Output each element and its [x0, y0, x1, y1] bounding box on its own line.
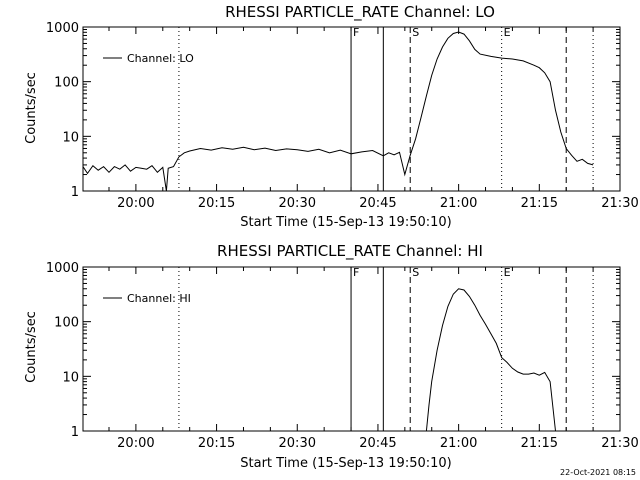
y-tick-label: 1000	[46, 261, 79, 276]
y-axis-label: Counts/sec	[24, 311, 39, 383]
event-marker-label: F	[353, 26, 359, 39]
chart-title: RHESSI PARTICLE_RATE Channel: LO	[225, 3, 495, 22]
y-tick-label: 1000	[46, 21, 79, 36]
x-tick-label: 21:30	[601, 436, 638, 451]
x-tick-label: 20:45	[359, 436, 396, 451]
series-line	[425, 288, 556, 432]
x-tick-label: 20:15	[198, 436, 235, 451]
event-marker-label: S	[412, 266, 419, 279]
y-tick-label: 1	[71, 185, 79, 200]
y-tick-label: 1	[71, 425, 79, 440]
x-tick-label: 20:00	[117, 436, 154, 451]
y-tick-label: 10	[62, 130, 79, 145]
legend: Channel: HI	[103, 292, 191, 305]
y-tick-label: 10	[62, 370, 79, 385]
x-tick-label: 21:30	[601, 196, 638, 211]
footer-timestamp: 22-Oct-2021 08:15	[560, 468, 636, 477]
x-tick-label: 21:00	[440, 196, 477, 211]
y-axis-label: Counts/sec	[24, 72, 39, 144]
x-tick-label: 21:15	[521, 196, 558, 211]
y-tick-label: 100	[54, 316, 79, 331]
lo-channel-chart: RHESSI PARTICLE_RATE Channel: LO Counts/…	[24, 3, 639, 230]
event-marker-label: F	[353, 266, 359, 279]
x-tick-label: 20:45	[359, 196, 396, 211]
y-tick-label: 100	[54, 76, 79, 91]
x-axis-label: Start Time (15-Sep-13 19:50:10)	[240, 456, 451, 471]
x-tick-label: 21:00	[440, 436, 477, 451]
legend: Channel: LO	[103, 52, 194, 65]
hi-channel-chart: RHESSI PARTICLE_RATE Channel: HI Counts/…	[24, 242, 639, 471]
x-tick-label: 20:00	[117, 196, 154, 211]
x-tick-label: 20:30	[279, 196, 316, 211]
legend-entry: Channel: LO	[127, 52, 194, 65]
event-marker-label: E	[504, 266, 511, 279]
event-marker-label: S	[412, 26, 419, 39]
x-tick-label: 20:30	[279, 436, 316, 451]
x-axis-label: Start Time (15-Sep-13 19:50:10)	[240, 215, 451, 230]
event-marker-label: E	[504, 26, 511, 39]
legend-entry: Channel: HI	[127, 292, 191, 305]
x-tick-label: 20:15	[198, 196, 235, 211]
series-line	[82, 31, 594, 192]
chart-title: RHESSI PARTICLE_RATE Channel: HI	[217, 242, 483, 261]
x-tick-label: 21:15	[521, 436, 558, 451]
